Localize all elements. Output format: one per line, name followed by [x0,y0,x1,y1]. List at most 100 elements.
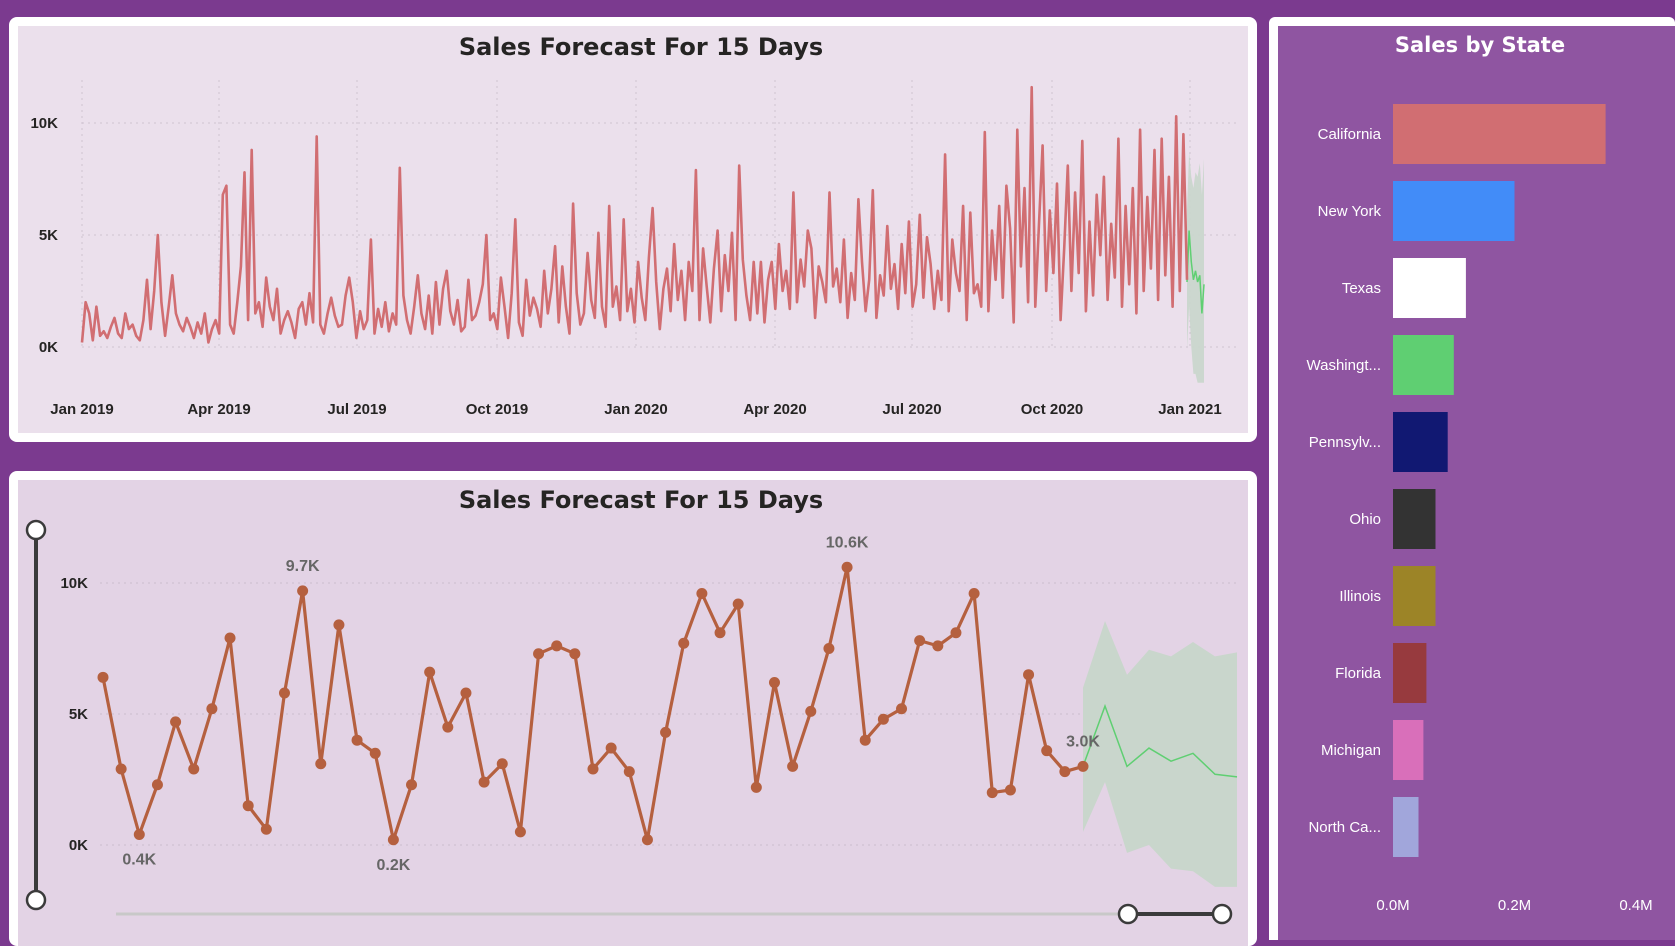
state-bar [1393,643,1427,703]
state-label: New York [1318,203,1382,220]
bottom-data-point [387,834,399,846]
bottom-data-point [986,787,998,799]
bottom-data-point [569,648,581,660]
state-label: Pennsylv... [1309,434,1381,451]
state-bar [1393,797,1419,857]
horizontal-slider-right-handle[interactable] [1211,903,1233,925]
bottom-data-point [914,635,926,647]
bottom-data-point [950,627,962,639]
bottom-data-point [97,671,109,683]
vertical-slider-bottom-handle[interactable] [25,889,47,911]
bottom-forecast-series [1082,703,1238,778]
bottom-data-point [841,561,853,573]
state-label: California [1318,126,1382,143]
bottom-data-point [968,587,980,599]
bottom-data-point [551,640,563,652]
bottom-data-point [696,587,708,599]
top-x-tick-label: Jan 2019 [50,401,113,418]
bottom-data-point [297,585,309,597]
top-chart-title: Sales Forecast For 15 Days [459,33,823,61]
state-bar [1393,412,1448,472]
bottom-data-point [278,687,290,699]
bottom-y-tick-label: 5K [69,706,88,723]
bottom-data-point [750,781,762,793]
top-y-tick-label: 0K [39,339,58,356]
bottom-data-point [133,829,145,841]
state-labels: California New York Texas Washingt... Pennsy… [1307,126,1382,836]
vertical-zoom-slider[interactable] [25,519,47,911]
top-x-tick-label: Jul 2020 [882,401,941,418]
bottom-data-point [442,721,454,733]
right-panel-area [1278,26,1675,940]
sales-by-state-chart: Sales by State California New York Texas Wa… [1307,33,1653,914]
bottom-data-point [333,619,345,631]
bottom-sales-forecast-chart: Sales Forecast For 15 Days 0K 5K 10K 9.7K 0… [25,486,1240,925]
top-sales-forecast-chart: Sales Forecast For 15 Days 0K 5K 10K Jan 2… [30,33,1240,418]
vertical-slider-top-handle[interactable] [25,519,47,541]
state-label: Florida [1335,665,1382,682]
bottom-data-point [260,823,272,835]
bottom-data-point [678,637,690,649]
bottom-data-point [823,643,835,654]
top-x-tick-label: Jan 2020 [604,401,667,418]
bottom-data-point [787,760,799,772]
top-forecast-series [1186,230,1205,314]
top-x-tick-label: Apr 2019 [187,401,250,418]
bottom-data-point [424,666,436,678]
bottom-data-label: 0.2K [376,857,410,874]
state-x-ticks: 0.0M 0.2M 0.4M [1376,897,1652,914]
top-y-tick-label: 5K [39,227,58,244]
bottom-sales-points [97,561,1089,846]
state-label: Michigan [1321,742,1381,759]
bottom-data-point [315,758,327,770]
bottom-data-point [732,598,744,610]
top-x-tick-label: Oct 2019 [466,401,529,418]
bottom-data-point [641,834,653,846]
bottom-data-point [877,713,889,725]
bottom-data-point [514,826,526,838]
bottom-data-point [151,779,163,791]
bottom-data-point [805,705,817,717]
bottom-y-ticks: 0K 5K 10K [60,575,88,854]
top-x-tick-label: Jul 2019 [327,401,386,418]
state-label: Washingt... [1307,357,1381,374]
bottom-data-point [714,627,726,639]
state-x-tick-label: 0.2M [1498,897,1531,914]
bottom-data-point [932,640,944,652]
bottom-data-point [1041,745,1053,757]
bottom-forecast-band [1082,621,1238,887]
bottom-data-point [496,758,508,770]
bottom-data-point [859,734,871,746]
bottom-data-point [206,703,218,715]
bottom-data-point [478,776,490,788]
state-bar [1393,489,1436,549]
bottom-data-label: 10.6K [826,534,869,551]
top-x-ticks: Jan 2019 Apr 2019 Jul 2019 Oct 2019 Jan 2020… [50,401,1221,418]
top-x-tick-label: Jan 2021 [1158,401,1221,418]
bottom-data-point [623,766,635,778]
state-bar [1393,258,1466,318]
horizontal-zoom-slider[interactable] [116,903,1233,925]
sales-by-state-title: Sales by State [1395,33,1565,57]
top-y-tick-label: 10K [30,115,58,132]
bottom-data-point [188,763,200,775]
horizontal-slider-left-handle[interactable] [1117,903,1139,925]
state-bar [1393,181,1515,241]
bottom-data-point [242,800,254,812]
top-forecast-confidence-band [1187,152,1204,383]
bottom-data-point [768,677,780,689]
bottom-data-point [533,648,545,660]
bottom-sales-line [101,565,1084,842]
state-bar [1393,335,1454,395]
bottom-data-point [605,742,617,754]
bottom-sales-series [101,565,1084,842]
bottom-data-label: 0.4K [122,852,156,869]
state-label: Ohio [1349,511,1381,528]
bottom-data-point [1023,669,1035,681]
top-sales-series [80,85,1189,344]
top-y-ticks: 0K 5K 10K [30,115,58,356]
bottom-data-label: 9.7K [286,558,320,575]
bottom-data-point [369,747,381,759]
state-bar [1393,566,1436,626]
bottom-y-tick-label: 10K [60,575,88,592]
